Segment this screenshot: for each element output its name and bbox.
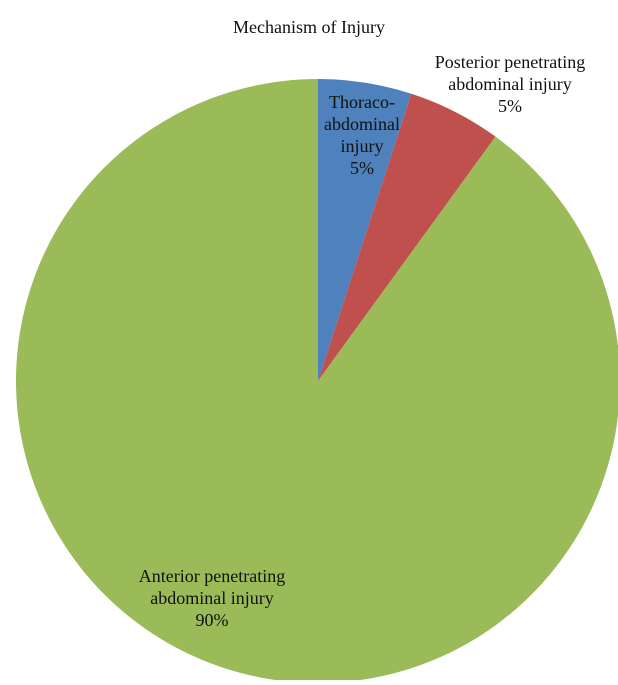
slice-label-line: abdominal injury [150,588,273,608]
slice-percent: 90% [196,610,229,630]
slice-label-line: Posterior penetrating [435,52,585,72]
slice-label-posterior-penetrating: Posterior penetrating abdominal injury 5% [435,52,585,116]
pie-slice-thoraco-abdominal [318,79,412,381]
pie-slice-anterior-penetrating [16,79,618,683]
labels-layer: Thoraco-abdominal injury 5%Posterior penet… [139,52,585,630]
slice-label-line: abdominal injury [448,74,571,94]
slice-label-line: Thoraco- [329,92,395,112]
slice-label-thoraco-abdominal: Thoraco-abdominal injury 5% [324,92,400,178]
slice-label-line: injury [341,136,384,156]
slices-layer [16,79,618,683]
slice-label-line: abdominal [324,114,400,134]
slice-percent: 5% [498,96,522,116]
pie-slice-posterior-penetrating [318,93,496,381]
slice-percent: 5% [350,158,374,178]
slice-label-line: Anterior penetrating [139,566,285,586]
chart-title: Mechanism of Injury [233,17,385,37]
slice-label-anterior-penetrating: Anterior penetrating abdominal injury 90% [139,566,285,630]
